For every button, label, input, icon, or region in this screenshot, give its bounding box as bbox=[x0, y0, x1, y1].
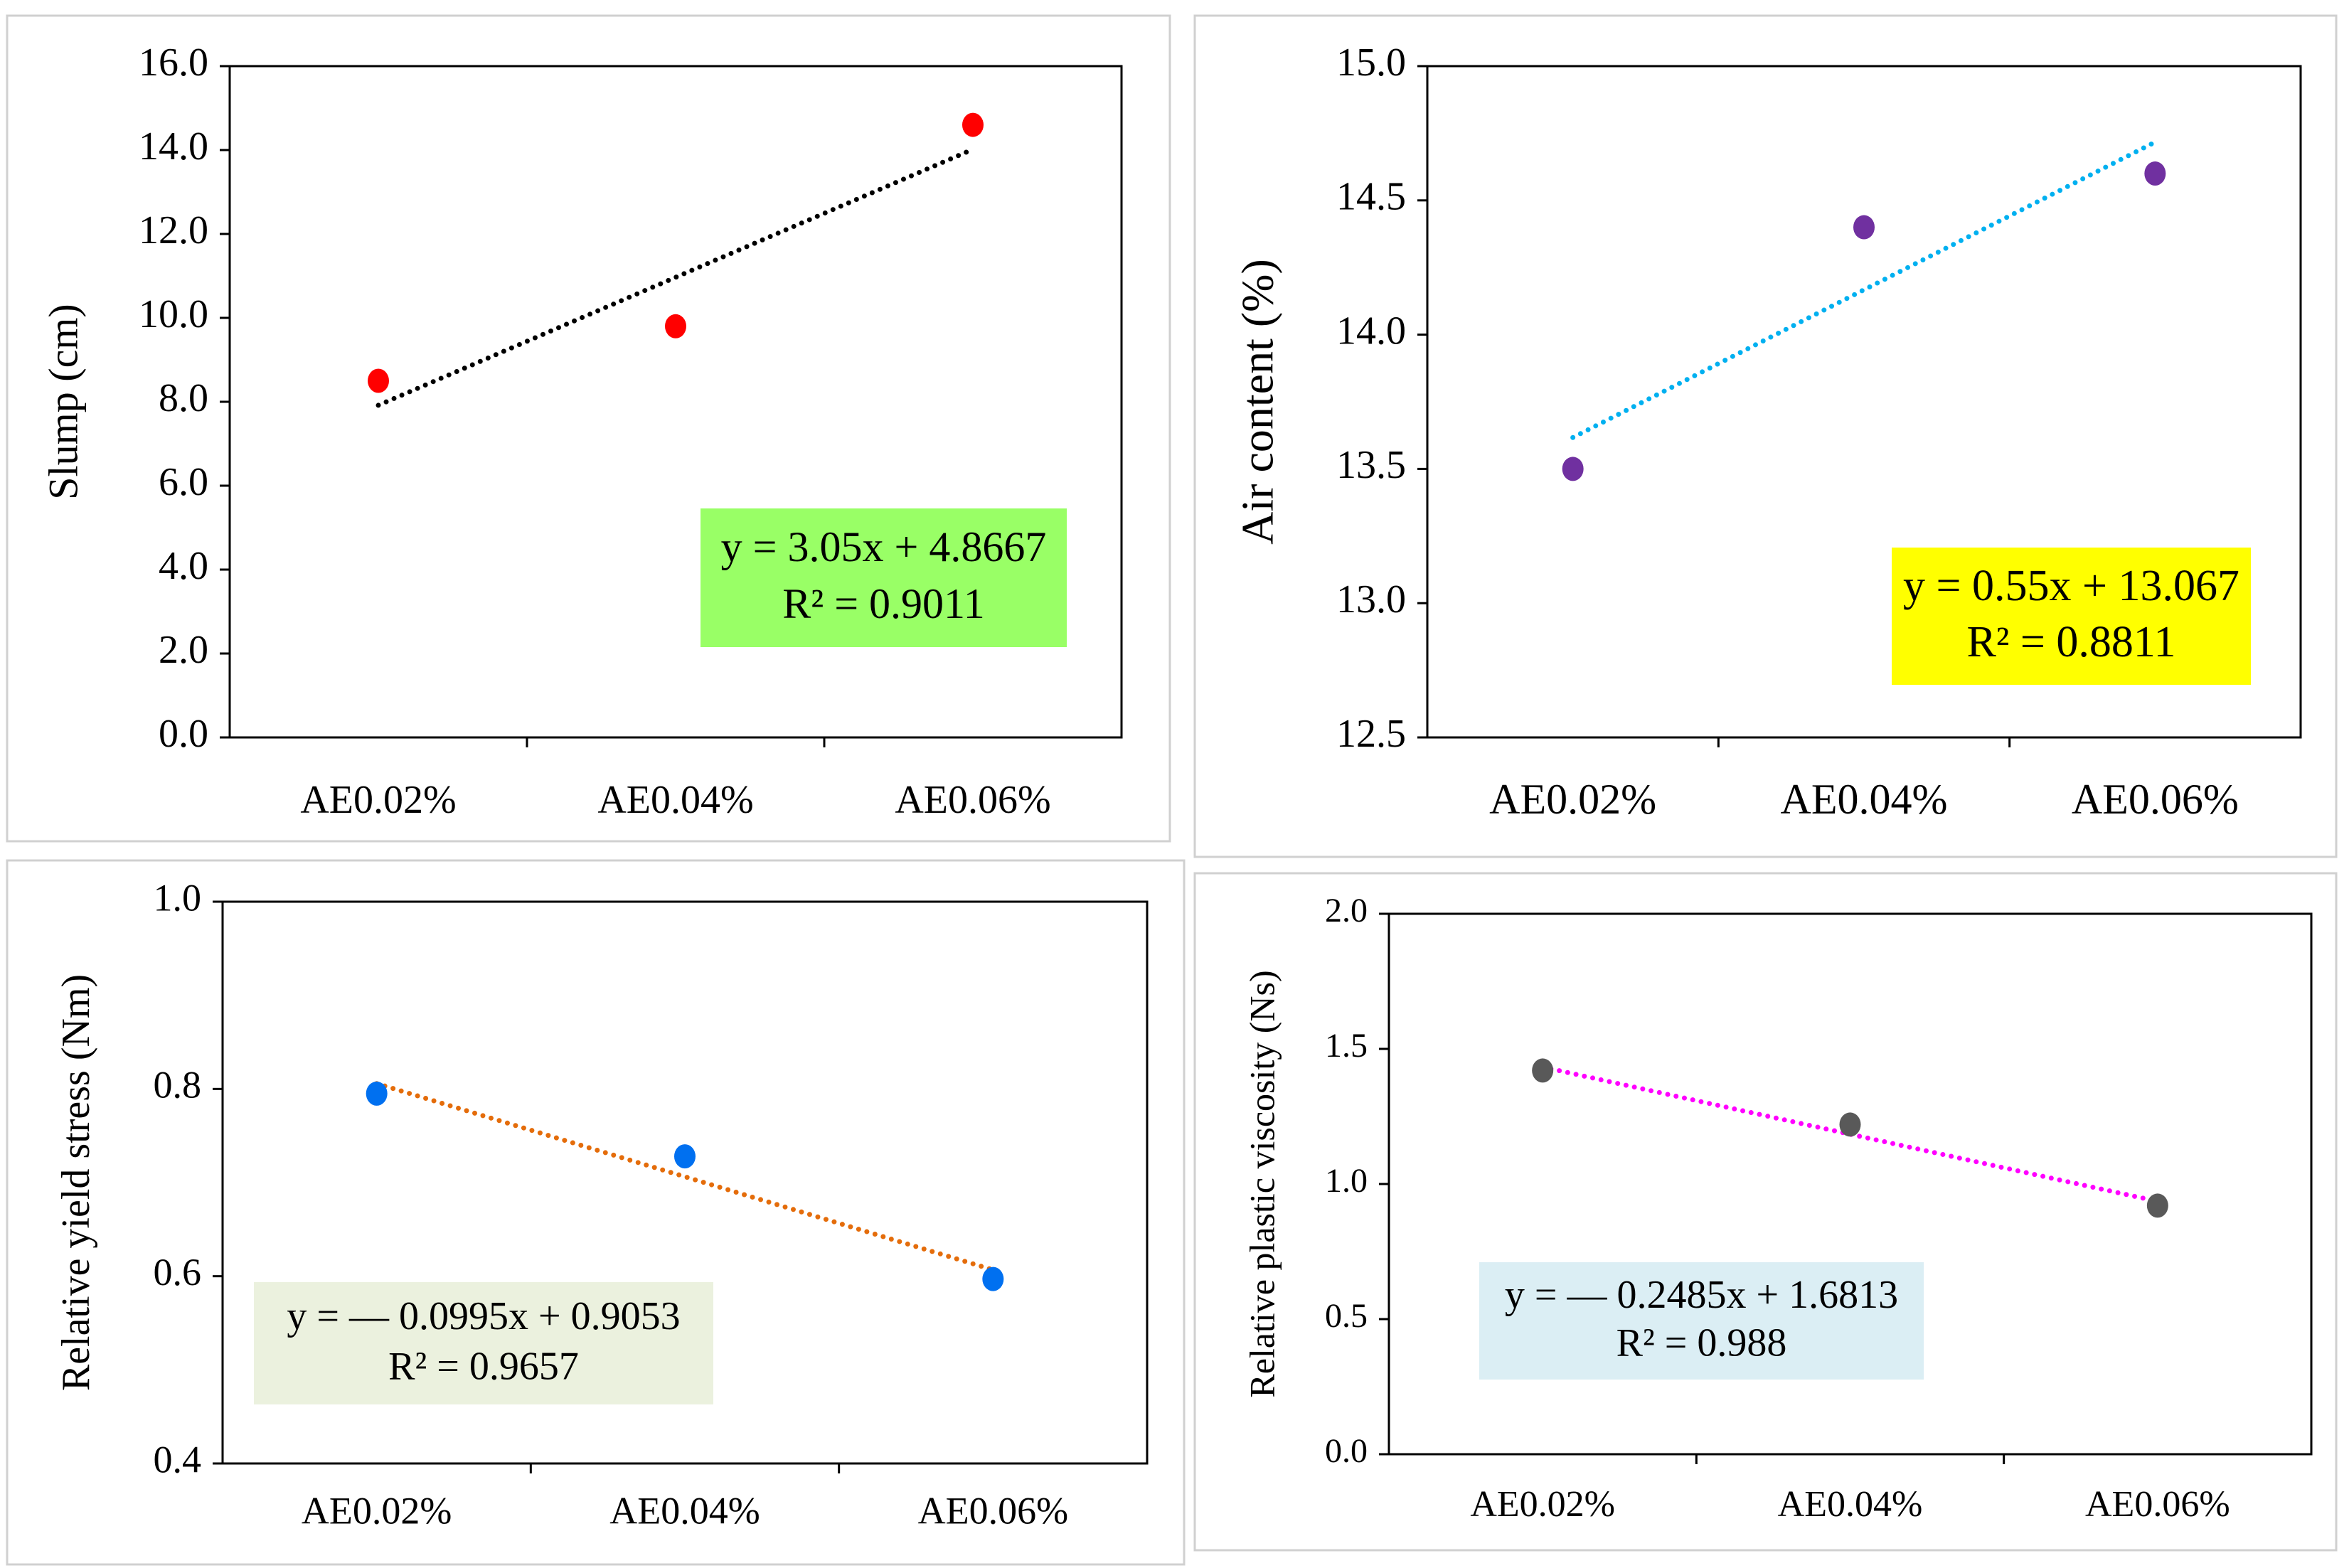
data-point bbox=[982, 1266, 1004, 1291]
trendline-equation: y = 3.05x + 4.8667 bbox=[721, 523, 1047, 570]
panel-border bbox=[6, 859, 1186, 1566]
trendline-equation: y = — 0.0995x + 0.9053 bbox=[287, 1294, 680, 1338]
chart-panel-4: 0.0 0.5 1.0 1.5 2.0 AE0.02% AE0.04% AE0.06% Rela… bbox=[1193, 872, 2338, 1552]
x-tick-label: AE0.04% bbox=[1781, 776, 1948, 823]
x-tick-label: AE0.06% bbox=[2085, 1484, 2230, 1525]
y-tick-label: 0.8 bbox=[154, 1064, 202, 1106]
y-tick-label: 0.6 bbox=[154, 1251, 202, 1294]
data-point bbox=[1853, 215, 1875, 240]
chart-panel-2: 12.5 13.0 13.5 14.0 14.5 15.0 AE0.02% AE0.04% AE… bbox=[1193, 14, 2338, 858]
y-tick-label: 13.5 bbox=[1336, 443, 1406, 487]
equation-box bbox=[1892, 548, 2251, 685]
equation-box bbox=[701, 508, 1067, 647]
x-tick-label: AE0.02% bbox=[302, 1489, 452, 1532]
y-tick-label: 8.0 bbox=[159, 376, 208, 420]
trendline-equation: y = 0.55x + 13.067 bbox=[1903, 562, 2239, 610]
y-tick-label: 0.0 bbox=[1325, 1432, 1368, 1470]
y-axis-title: Air content (%) bbox=[1232, 259, 1283, 545]
data-point bbox=[2146, 1193, 2168, 1218]
y-tick-label: 14.0 bbox=[139, 124, 208, 169]
x-tick-label: AE0.06% bbox=[895, 778, 1050, 822]
panel-border bbox=[1193, 872, 2338, 1552]
trendline bbox=[374, 1081, 996, 1273]
y-tick-label: 0.4 bbox=[154, 1438, 202, 1481]
y-tick-label: 6.0 bbox=[159, 460, 208, 504]
trendline bbox=[375, 146, 976, 408]
y-tick-label: 14.0 bbox=[1336, 309, 1406, 353]
y-tick-label: 15.0 bbox=[1336, 41, 1406, 85]
x-tick-label: AE0.02% bbox=[300, 778, 456, 822]
y-tick-label: 16.0 bbox=[139, 41, 208, 85]
y-tick-label: 4.0 bbox=[159, 544, 208, 588]
x-tick-label: AE0.04% bbox=[609, 1489, 760, 1532]
x-tick-label: AE0.06% bbox=[2072, 776, 2239, 823]
y-tick-label: 12.5 bbox=[1336, 712, 1406, 756]
y-tick-label: 0.0 bbox=[159, 712, 208, 756]
data-point bbox=[366, 1081, 388, 1106]
y-tick-label: 0.5 bbox=[1325, 1297, 1368, 1335]
plot-area bbox=[221, 900, 1149, 1465]
data-point bbox=[1562, 457, 1584, 481]
x-tick-label: AE0.06% bbox=[918, 1489, 1068, 1532]
trendline-equation: y = — 0.2485x + 1.6813 bbox=[1505, 1273, 1898, 1317]
y-tick-label: 10.0 bbox=[139, 292, 208, 336]
x-tick-label: AE0.02% bbox=[1489, 776, 1656, 823]
data-point bbox=[1839, 1112, 1861, 1137]
y-tick-label: 2.0 bbox=[159, 628, 208, 672]
y-tick-label: 12.0 bbox=[139, 208, 208, 252]
x-tick-label: AE0.02% bbox=[1470, 1484, 1615, 1525]
y-tick-label: 13.0 bbox=[1336, 577, 1406, 622]
data-point bbox=[1532, 1058, 1554, 1083]
trendline bbox=[1570, 139, 2158, 440]
equation-box bbox=[1479, 1262, 1924, 1380]
y-tick-label: 1.5 bbox=[1325, 1027, 1368, 1065]
data-point bbox=[2144, 161, 2166, 186]
y-axis-title: Relative yield stress (Nm) bbox=[54, 974, 98, 1391]
equation-box bbox=[254, 1282, 713, 1404]
y-tick-label: 1.0 bbox=[154, 876, 202, 919]
chart-panel-3: 0.4 0.6 0.8 1.0 AE0.02% AE0.04% AE0.06% Relativ… bbox=[6, 859, 1186, 1566]
r-squared-value: R² = 0.988 bbox=[1616, 1321, 1787, 1365]
y-tick-label: 1.0 bbox=[1325, 1162, 1368, 1200]
r-squared-value: R² = 0.8811 bbox=[1966, 618, 2175, 666]
data-point bbox=[674, 1144, 696, 1169]
panel-border bbox=[6, 14, 1171, 843]
data-point bbox=[368, 368, 389, 393]
x-tick-label: AE0.04% bbox=[597, 778, 753, 822]
y-tick-label: 2.0 bbox=[1325, 892, 1368, 929]
y-axis-title: Relative plastic viscosity (Ns) bbox=[1242, 970, 1282, 1397]
chart-panel-1: 0.0 2.0 4.0 6.0 8.0 10.0 12.0 14.0 16.0 AE0.02% AE… bbox=[6, 14, 1171, 843]
r-squared-value: R² = 0.9657 bbox=[388, 1345, 579, 1389]
y-tick-label: 14.5 bbox=[1336, 175, 1406, 219]
panel-border bbox=[1193, 14, 2338, 858]
r-squared-value: R² = 0.9011 bbox=[782, 580, 985, 627]
plot-area bbox=[1426, 65, 2302, 739]
y-axis-title: Slump (cm) bbox=[40, 304, 86, 499]
data-point bbox=[665, 314, 686, 338]
data-point bbox=[962, 112, 984, 137]
x-tick-label: AE0.04% bbox=[1778, 1484, 1923, 1525]
